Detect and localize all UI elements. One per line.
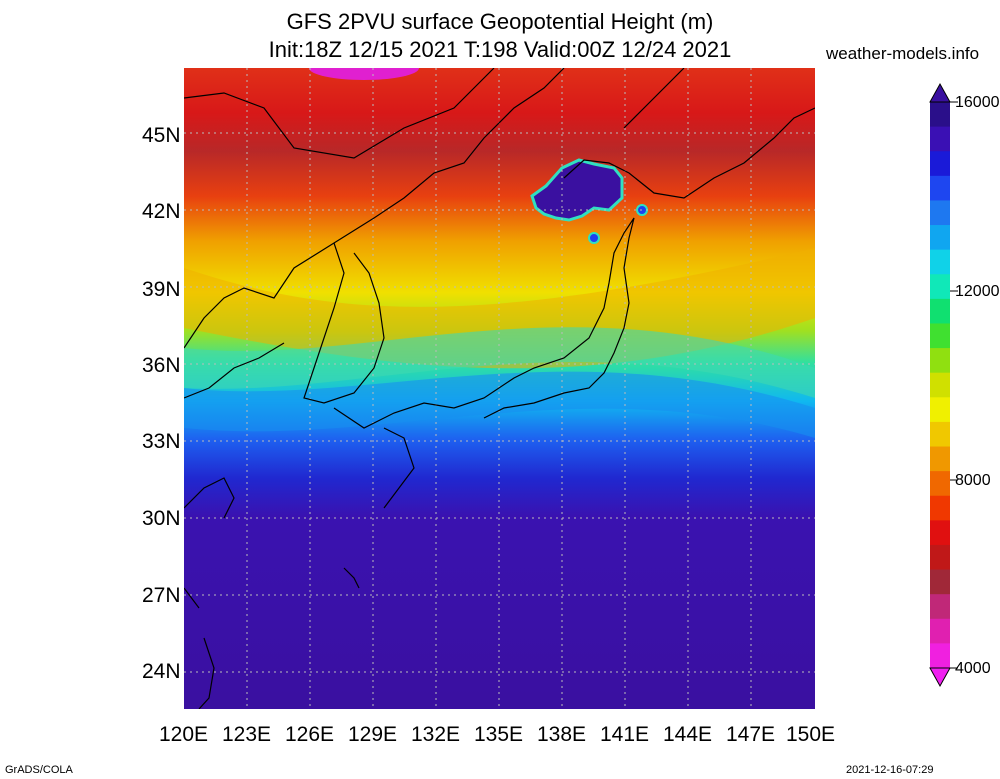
footer-left: GrADS/COLA [5, 764, 73, 776]
geopotential-height-map [184, 68, 815, 709]
colorbar-cell [930, 175, 950, 201]
colorbar-label: 8000 [955, 472, 991, 489]
lon-label: 120E [159, 723, 209, 746]
footer-timestamp: 2021-12-16-07:29 [846, 764, 934, 776]
colorbar-bottom-arrow [929, 667, 951, 688]
colorbar-label: 16000 [955, 94, 1000, 111]
colorbar-cell [930, 126, 950, 152]
lat-label: 27N [142, 584, 181, 607]
colorbar-cell [930, 323, 950, 349]
colorbar-cell [930, 200, 950, 226]
lat-label: 39N [142, 278, 181, 301]
colorbar-top-arrow [929, 82, 951, 103]
lon-label: 132E [411, 723, 461, 746]
lat-label: 45N [142, 124, 181, 147]
colorbar-cell [930, 618, 950, 644]
lon-label: 141E [600, 723, 650, 746]
lon-label: 123E [222, 723, 272, 746]
colorbar-cell [930, 594, 950, 620]
lon-label: 126E [285, 723, 335, 746]
lon-label: 147E [726, 723, 776, 746]
colorbar-cell [930, 544, 950, 571]
lat-label: 36N [142, 354, 181, 377]
lon-label: 129E [348, 723, 398, 746]
lat-label: 24N [142, 660, 181, 683]
colorbar-cell [930, 225, 950, 251]
lat-label: 42N [142, 200, 181, 223]
colorbar-label: 4000 [955, 660, 991, 677]
site-credit: weather-models.info [826, 44, 980, 63]
lon-label: 138E [537, 723, 587, 746]
colorbar-cell [930, 298, 950, 324]
colorbar-cell [930, 495, 950, 521]
colorbar-cell [930, 348, 950, 374]
colorbar-cell [930, 249, 950, 275]
colorbar-cell [930, 102, 950, 128]
lon-label: 135E [474, 723, 524, 746]
colorbar-cell [930, 274, 950, 300]
colorbar-cell [930, 372, 950, 398]
colorbar-cell [930, 151, 950, 177]
colorbar-cell [930, 397, 950, 423]
chart-title: GFS 2PVU surface Geopotential Height (m) [286, 9, 714, 34]
colorbar-cell [930, 446, 950, 472]
lon-label: 144E [663, 723, 713, 746]
colorbar-cell [930, 471, 950, 497]
colorbar-label: 12000 [955, 283, 1000, 300]
colorbar-cell [930, 421, 950, 448]
colorbar-cell [930, 520, 950, 546]
lon-label: 150E [786, 723, 836, 746]
lat-label: 33N [142, 430, 181, 453]
colorbar-cell [930, 643, 950, 669]
chart-subtitle: Init:18Z 12/15 2021 T:198 Valid:00Z 12/2… [268, 37, 732, 62]
lat-label: 30N [142, 507, 181, 530]
colorbar-cell [930, 569, 950, 595]
